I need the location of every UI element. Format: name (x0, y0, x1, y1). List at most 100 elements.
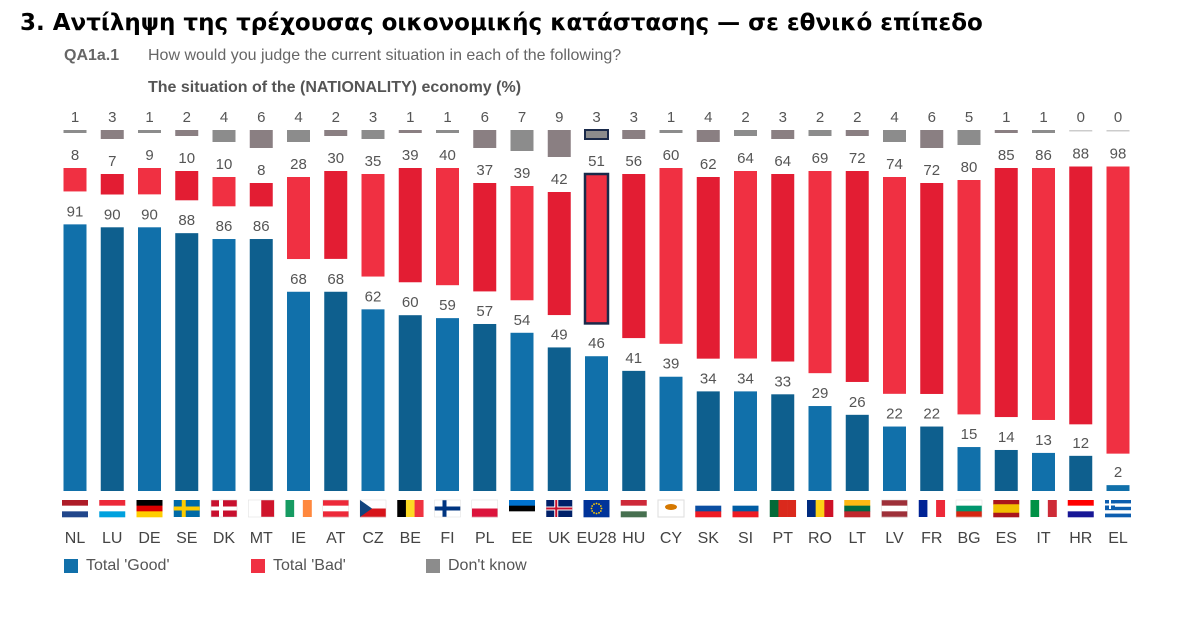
category-label: IT (1036, 530, 1050, 547)
category-label: SK (698, 530, 720, 547)
bar-group-fr: 6 72 22 FR (918, 109, 946, 547)
label-dont-know: 0 (1114, 109, 1122, 126)
flag-eu28-icon (583, 500, 610, 518)
label-good: 2 (1114, 464, 1122, 481)
bar-group-lu: 3 7 90 LU (99, 109, 126, 547)
bar-good (436, 318, 459, 491)
bar-bad (1032, 168, 1055, 420)
bar-bad (175, 171, 199, 201)
bar-bad (138, 168, 161, 195)
bar-dont-know (510, 130, 534, 151)
bar-bad (100, 174, 124, 195)
bar-dont-know (920, 130, 944, 148)
flag-it-icon (1030, 500, 1057, 517)
label-dont-know: 5 (965, 109, 973, 126)
label-bad: 39 (514, 165, 531, 182)
label-bad: 39 (402, 147, 419, 164)
category-label: FI (440, 530, 454, 547)
category-label: EE (511, 530, 532, 547)
legend-label-good: Total 'Good' (86, 557, 170, 574)
bar-bad (63, 168, 87, 192)
bar-dont-know (212, 130, 236, 142)
category-label: BG (957, 530, 980, 547)
bar-bad (1106, 166, 1130, 454)
label-bad: 28 (290, 156, 307, 173)
bar-good (1069, 455, 1093, 491)
bar-good (920, 426, 944, 491)
label-good: 33 (774, 373, 791, 390)
bar-group-at: 2 30 68 AT (322, 109, 349, 547)
flag-de-icon (136, 500, 163, 518)
label-good: 13 (1035, 432, 1052, 449)
bar-good (1032, 452, 1055, 491)
bar-dont-know (473, 130, 497, 148)
bar-bad (212, 177, 236, 207)
label-bad: 51 (588, 153, 605, 170)
bar-group-fi: 1 40 59 FI (434, 109, 461, 547)
label-good: 29 (812, 385, 829, 402)
flag-cz-icon (359, 499, 387, 518)
bar-good (622, 370, 646, 491)
bar-dont-know (1106, 130, 1130, 132)
bar-good (510, 332, 534, 491)
flag-lu-icon (99, 500, 126, 518)
bar-group-hr: 0 88 12 HR (1067, 109, 1094, 547)
label-dont-know: 1 (71, 109, 79, 126)
label-good: 15 (961, 426, 978, 443)
label-good: 41 (625, 350, 642, 367)
label-bad: 85 (998, 147, 1015, 164)
category-label: HU (622, 530, 645, 547)
label-good: 91 (67, 203, 84, 220)
label-bad: 42 (551, 171, 568, 188)
bar-bad (696, 177, 720, 359)
label-dont-know: 3 (592, 109, 600, 126)
label-bad: 64 (737, 150, 754, 167)
bar-good (845, 414, 869, 491)
label-dont-know: 2 (853, 109, 861, 126)
flag-fr-icon (918, 500, 946, 517)
label-dont-know: 1 (667, 109, 675, 126)
bar-group-el: 0 98 2 EL (1105, 109, 1131, 547)
label-good: 59 (439, 297, 456, 314)
label-dont-know: 3 (108, 109, 116, 126)
label-dont-know: 4 (890, 109, 898, 126)
label-good: 86 (253, 218, 270, 235)
label-dont-know: 6 (928, 109, 936, 126)
label-bad: 62 (700, 156, 717, 173)
bar-group-de: 1 9 90 DE (136, 109, 163, 547)
label-bad: 40 (439, 147, 456, 164)
label-bad: 10 (216, 156, 233, 173)
label-good: 86 (216, 218, 233, 235)
bar-dont-know (808, 130, 832, 136)
bar-bad (324, 171, 348, 259)
bar-dont-know (883, 130, 906, 142)
label-dont-know: 4 (704, 109, 712, 126)
legend-swatch-good (64, 559, 78, 573)
label-dont-know: 2 (816, 109, 824, 126)
bar-dont-know (324, 130, 348, 136)
bar-bad (883, 177, 906, 394)
label-good: 34 (700, 370, 717, 387)
bar-group-pl: 6 37 57 PL (471, 109, 498, 547)
bar-group-dk: 4 10 86 DK (210, 109, 238, 547)
bar-good (547, 347, 571, 491)
flag-cy-icon (657, 499, 685, 518)
page-title: 3. Αντίληψη της τρέχουσας οικονομικής κα… (20, 10, 983, 36)
label-good: 22 (923, 406, 940, 423)
bar-dont-know (249, 130, 273, 148)
bar-dont-know (175, 130, 199, 136)
bar-bad (771, 174, 795, 362)
legend-good: Total 'Good' (64, 557, 170, 575)
label-good: 68 (327, 271, 344, 288)
label-bad: 30 (327, 150, 344, 167)
category-label: BE (400, 530, 421, 547)
label-dont-know: 1 (1039, 109, 1047, 126)
bar-group-pt: 3 64 33 PT (769, 109, 797, 547)
category-label: DE (138, 530, 160, 547)
bar-dont-know (957, 130, 981, 145)
bar-dont-know (138, 130, 161, 133)
label-good: 90 (104, 206, 121, 223)
label-bad: 35 (365, 153, 382, 170)
category-label: CY (660, 530, 683, 547)
flag-mt-icon (248, 499, 275, 518)
